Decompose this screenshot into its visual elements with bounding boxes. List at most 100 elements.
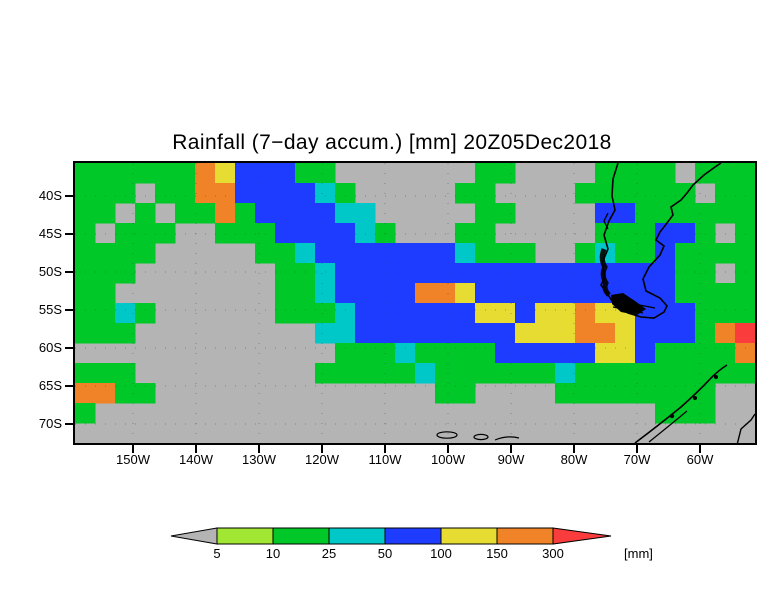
rain-cell <box>695 303 716 324</box>
rain-cell <box>335 283 356 304</box>
rain-cell <box>555 343 576 364</box>
rain-cell <box>715 203 736 224</box>
rain-cell <box>595 323 616 344</box>
rain-cell <box>115 183 136 204</box>
rain-cell <box>335 363 356 384</box>
y-axis-label: 50S <box>38 264 62 279</box>
rain-cell <box>675 303 696 324</box>
rain-cell <box>95 183 116 204</box>
rain-cell <box>395 243 416 264</box>
rain-cell <box>255 163 276 184</box>
x-tick-mark <box>447 445 449 453</box>
rain-cell <box>635 163 656 184</box>
rain-cell <box>535 323 556 344</box>
rain-cell <box>355 303 376 324</box>
colorbar-level-label: 5 <box>213 546 221 561</box>
rain-cell <box>375 323 396 344</box>
rain-cell <box>355 203 376 224</box>
antarctic-peninsula-inner-coast <box>648 410 688 443</box>
rain-cell <box>415 363 436 384</box>
y-tick-mark <box>65 347 73 349</box>
rain-cell <box>455 243 476 264</box>
rain-cell <box>435 283 456 304</box>
rain-cell <box>415 263 436 284</box>
rain-cell <box>135 243 156 264</box>
antarctic-peninsula-coastline <box>634 364 728 443</box>
rain-cell <box>735 223 755 244</box>
rain-cell <box>575 363 596 384</box>
rain-cell <box>575 243 596 264</box>
rain-cell <box>535 283 556 304</box>
peninsula-island <box>693 396 697 400</box>
x-axis-label: 130W <box>242 452 276 467</box>
rain-cell <box>475 203 496 224</box>
rain-cell <box>555 303 576 324</box>
rain-cell <box>575 183 596 204</box>
rain-cell <box>115 303 136 324</box>
y-axis-label: 70S <box>38 416 62 431</box>
peninsula-island <box>669 413 675 419</box>
rain-cell <box>135 163 156 184</box>
rain-cell <box>735 183 755 204</box>
rain-cell <box>735 163 755 184</box>
rain-cell <box>115 243 136 264</box>
y-tick-mark <box>65 385 73 387</box>
rain-cell <box>475 263 496 284</box>
rain-cell <box>355 243 376 264</box>
rain-cell <box>435 323 456 344</box>
rain-cell <box>155 163 176 184</box>
colorbar-segment <box>496 527 554 545</box>
rain-cell <box>735 203 755 224</box>
rain-cell <box>655 403 676 424</box>
rain-cell <box>655 363 676 384</box>
colorbar-segment <box>552 527 612 545</box>
rain-cell <box>735 243 755 264</box>
rain-cell <box>315 243 336 264</box>
rain-cell <box>215 203 236 224</box>
rain-cell <box>315 303 336 324</box>
rain-cell <box>115 263 136 284</box>
rain-cell <box>215 163 236 184</box>
rain-cell <box>75 263 96 284</box>
rain-cell <box>415 303 436 324</box>
rain-cell <box>415 283 436 304</box>
rain-cell <box>455 343 476 364</box>
rain-cell <box>215 183 236 204</box>
rain-cell <box>375 243 396 264</box>
x-tick-mark <box>573 445 575 453</box>
rain-cell <box>395 283 416 304</box>
rain-cell <box>295 283 316 304</box>
x-tick-mark <box>699 445 701 453</box>
rain-cell <box>135 303 156 324</box>
rain-cell <box>75 363 96 384</box>
y-tick-mark <box>65 271 73 273</box>
rain-cell <box>115 323 136 344</box>
rain-cell <box>235 203 256 224</box>
x-tick-mark <box>636 445 638 453</box>
rain-cell <box>495 203 516 224</box>
rain-cell <box>395 263 416 284</box>
rain-cell <box>395 303 416 324</box>
rain-cell <box>575 343 596 364</box>
rain-cell <box>175 163 196 184</box>
chart-title: Rainfall (7−day accum.) [mm] 20Z05Dec201… <box>172 131 612 154</box>
rain-cell <box>315 223 336 244</box>
rain-cell <box>615 163 636 184</box>
y-tick-mark <box>65 423 73 425</box>
x-axis-label: 150W <box>116 452 150 467</box>
rain-cell <box>655 243 676 264</box>
rain-cell <box>295 243 316 264</box>
patagonia-icefield-coast <box>599 248 611 297</box>
rain-cell <box>555 323 576 344</box>
colorbar <box>170 527 612 545</box>
rain-cell <box>515 243 536 264</box>
x-tick-mark <box>384 445 386 453</box>
rain-cell <box>535 343 556 364</box>
rain-cell <box>615 383 636 404</box>
rain-cell <box>135 223 156 244</box>
rain-cell <box>275 303 296 324</box>
rain-cell <box>595 303 616 324</box>
rain-cell <box>675 403 696 424</box>
rain-cell <box>515 323 536 344</box>
